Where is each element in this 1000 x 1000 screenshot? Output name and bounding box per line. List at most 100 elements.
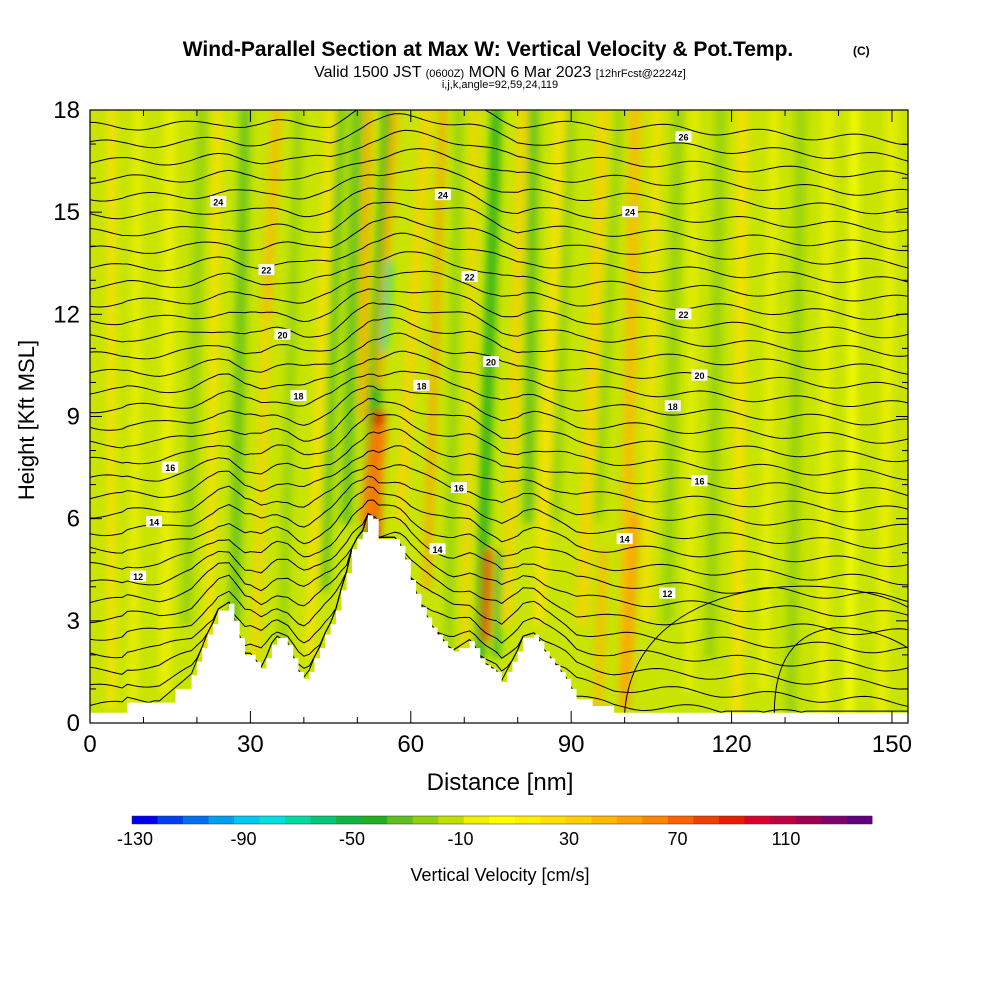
colorbar-swatch <box>489 816 516 824</box>
velocity-streak <box>523 110 540 525</box>
contour-label-text: 22 <box>678 310 688 320</box>
colorbar-swatch <box>846 816 873 824</box>
velocity-streak <box>731 110 748 723</box>
theta-contour-line <box>773 627 908 713</box>
contour-label: 24 <box>621 206 638 218</box>
y-tick-label: 6 <box>67 506 80 533</box>
theta-contour-line <box>90 486 908 568</box>
contour-label-text: 24 <box>625 208 635 218</box>
y-axis: 0 3 6 9 12 15 18 <box>53 97 908 737</box>
velocity-streak <box>619 513 641 711</box>
velocity-streak <box>359 424 388 528</box>
colorbar-swatch <box>642 816 669 824</box>
copyright-mark: (C) <box>853 44 870 58</box>
contour-label-text: 20 <box>694 371 704 381</box>
plot-area: 26 24 24 24 22 22 22 20 20 20 18 18 18 16 16 16 14 14 14 12… <box>90 110 908 723</box>
theta-contour-line <box>90 317 908 375</box>
contour-label-text: 20 <box>277 330 287 340</box>
contour-label: 18 <box>664 400 681 412</box>
contour-label: 18 <box>413 379 430 391</box>
colorbar-tick-label: -90 <box>230 829 256 849</box>
contour-label: 22 <box>675 308 692 320</box>
theta-contour-line <box>90 232 908 284</box>
colorbar-tick-label: -10 <box>447 829 473 849</box>
contour-label-text: 20 <box>486 358 496 368</box>
colorbar-swatch <box>744 816 771 824</box>
theta-contour-line <box>90 186 908 233</box>
x-axis-label: Distance [nm] <box>427 769 574 796</box>
theta-contour-line <box>624 585 908 713</box>
velocity-streak <box>593 548 608 710</box>
contour-label-text: 18 <box>668 402 678 412</box>
velocity-streak <box>817 110 834 723</box>
theta-contour-line <box>90 413 908 481</box>
colorbar-swatch <box>157 816 184 824</box>
contour-label: 16 <box>691 475 708 487</box>
theta-contour-line <box>90 302 908 357</box>
velocity-streak <box>493 549 503 659</box>
contour-label-text: 22 <box>465 272 475 282</box>
velocity-streak <box>533 110 566 627</box>
velocity-streak <box>380 260 393 352</box>
contour-label-text: 14 <box>433 545 443 555</box>
colorbar-swatch <box>514 816 541 824</box>
velocity-streak <box>443 110 464 660</box>
colorbar-tick-label: 30 <box>559 829 579 849</box>
colorbar-swatch <box>693 816 720 824</box>
contour-label-text: 18 <box>416 381 426 391</box>
contour-label: 20 <box>691 369 708 381</box>
terrain-mask <box>90 515 908 723</box>
contour-label-text: 14 <box>620 535 630 545</box>
theta-contour-line <box>90 512 908 636</box>
velocity-streak <box>594 110 624 523</box>
velocity-streak <box>785 110 807 723</box>
velocity-streak <box>461 110 479 659</box>
contour-label-text: 16 <box>694 477 704 487</box>
theta-contour-line <box>90 288 908 339</box>
velocity-streak <box>278 110 303 660</box>
x-tick-label: 60 <box>397 731 424 758</box>
contour-label: 20 <box>274 328 291 340</box>
colorbar-swatch <box>540 816 567 824</box>
velocity-streak <box>844 110 859 723</box>
velocity-streak <box>576 110 609 627</box>
colorbar-swatch <box>208 816 235 824</box>
theta-contour-line <box>90 332 908 390</box>
colorbar-swatch <box>820 816 847 824</box>
contour-label: 16 <box>162 461 179 473</box>
theta-contour-line <box>90 512 908 672</box>
colorbar-label: Vertical Velocity [cm/s] <box>410 865 589 885</box>
chart-subtitle: Valid 1500 JST (0600Z) MON 6 Mar 2023 [1… <box>314 64 686 81</box>
colorbar-swatch <box>310 816 337 824</box>
velocity-streak <box>641 110 662 626</box>
x-tick-label: 0 <box>83 731 96 758</box>
colorbar-swatch <box>565 816 592 824</box>
x-tick-label: 150 <box>872 731 912 758</box>
theta-contour-line <box>90 201 908 252</box>
colorbar-swatch <box>667 816 694 824</box>
contour-label: 20 <box>482 356 499 368</box>
colorbar-tick-label: -50 <box>339 829 365 849</box>
theta-contour-line <box>90 129 908 178</box>
colorbar-swatch <box>591 816 618 824</box>
contour-label: 14 <box>429 543 446 555</box>
y-tick-label: 3 <box>67 608 80 635</box>
theta-contour-line <box>90 251 908 302</box>
theta-contour-line <box>90 428 908 497</box>
colorbar-tick-labels: -130 -90 -50 -10 30 70 110 <box>117 829 800 849</box>
contour-label: 24 <box>434 189 451 201</box>
colorbar-tick-label: -130 <box>117 829 153 849</box>
subtitle-ijk: i,j,k,angle=92,59,24,119 <box>442 79 558 91</box>
x-tick-label: 90 <box>558 731 585 758</box>
contour-label-text: 18 <box>294 392 304 402</box>
theta-contour-line <box>90 370 908 426</box>
theta-contour-line <box>90 350 908 408</box>
colorbar-swatch <box>616 816 643 824</box>
colorbar-swatch <box>183 816 209 824</box>
subtitle-utc: (0600Z) <box>426 68 465 80</box>
contour-label: 24 <box>210 195 227 207</box>
theta-contour-line <box>90 167 908 215</box>
y-axis-label: Height [Kft MSL] <box>14 340 39 500</box>
contour-label-text: 24 <box>438 191 448 201</box>
